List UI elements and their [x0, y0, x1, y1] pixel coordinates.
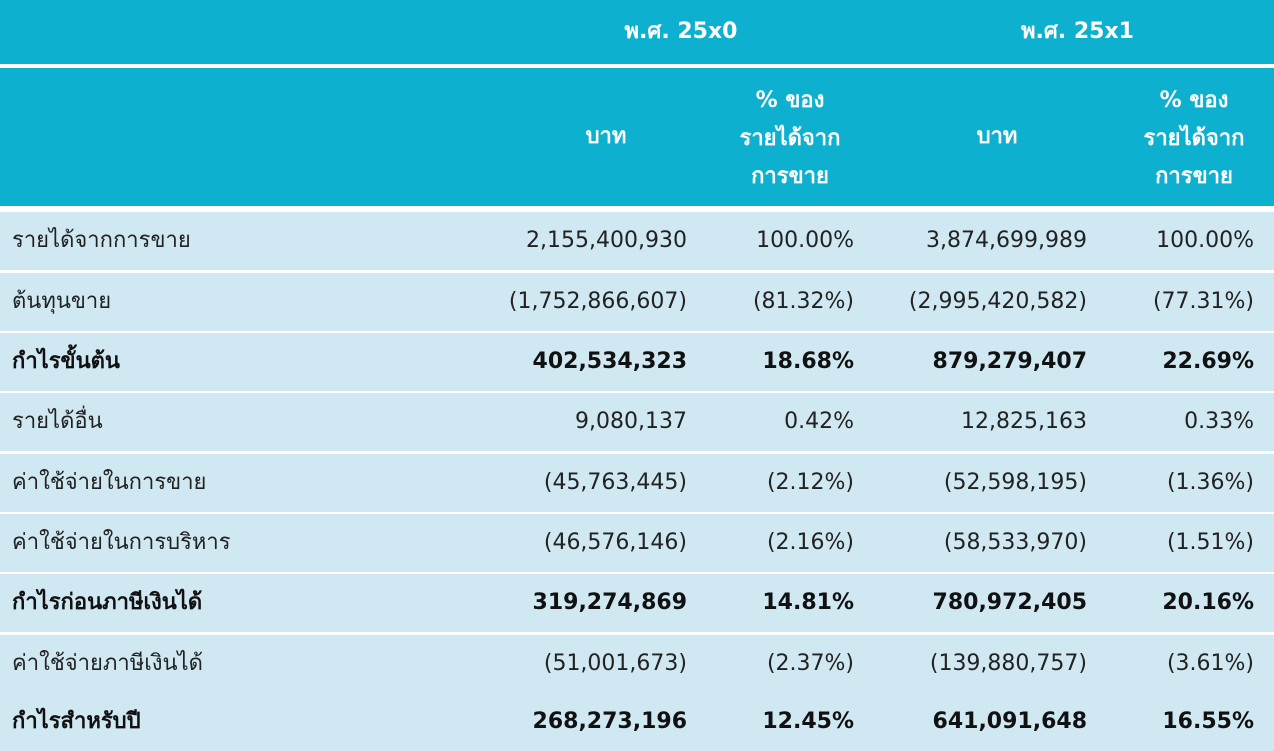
- value-year1: (1,752,866,607): [508, 289, 687, 314]
- percent-year1: (2.12%): [766, 470, 854, 495]
- table-row: รายได้จากการขาย 2,155,400,930 100.00% 3,…: [0, 212, 1274, 270]
- baht-header-1: บาท: [585, 124, 627, 149]
- percent-year2: 0.33%: [1184, 409, 1254, 434]
- percent-year1: (2.37%): [766, 651, 854, 676]
- value-year1: (45,763,445): [543, 470, 687, 495]
- row-label: รายได้จากการขาย: [12, 228, 191, 253]
- percent-header-2: % ของ รายได้จาก การขาย: [1114, 82, 1274, 196]
- value-year1: (51,001,673): [543, 651, 687, 676]
- row-label: กำไรขั้นต้น: [12, 349, 120, 374]
- value-year2: 780,972,405: [932, 590, 1087, 615]
- value-year2: (52,598,195): [943, 470, 1087, 495]
- percent-year2: 20.16%: [1162, 590, 1254, 615]
- value-year1: 402,534,323: [532, 349, 687, 374]
- percent-year1: 0.42%: [784, 409, 854, 434]
- percent-header-line3: การขาย: [751, 164, 829, 189]
- percent-year2: (77.31%): [1152, 289, 1254, 314]
- value-year2: 12,825,163: [961, 409, 1087, 434]
- percent-year1: 14.81%: [762, 590, 854, 615]
- percent-year1: 100.00%: [756, 228, 854, 253]
- row-label: ค่าใช้จ่ายภาษีเงินได้: [12, 651, 203, 676]
- year-header-1: พ.ศ. 25x0: [624, 19, 738, 44]
- table-row: กำไรก่อนภาษีเงินได้ 319,274,869 14.81% 7…: [0, 574, 1274, 632]
- row-label: รายได้อื่น: [12, 409, 103, 434]
- value-year2: (139,880,757): [929, 651, 1087, 676]
- baht-header-2: บาท: [976, 124, 1018, 149]
- value-year1: 9,080,137: [575, 409, 687, 434]
- table-row: ค่าใช้จ่ายในการขาย (45,763,445) (2.12%) …: [0, 454, 1274, 512]
- year-header-2: พ.ศ. 25x1: [1021, 19, 1134, 44]
- percent-year1: (81.32%): [752, 289, 854, 314]
- percent-year2: 100.00%: [1156, 228, 1254, 253]
- value-year2: 3,874,699,989: [926, 228, 1087, 253]
- row-label: ต้นทุนขาย: [12, 289, 112, 314]
- percent-header-line1: % ของ: [1159, 88, 1229, 113]
- percent-year2: 16.55%: [1162, 709, 1254, 734]
- table-row: ค่าใช้จ่ายในการบริหาร (46,576,146) (2.16…: [0, 514, 1274, 572]
- percent-header-line3: การขาย: [1155, 164, 1233, 189]
- header-divider: [481, 64, 1274, 68]
- percent-header-1: % ของ รายได้จาก การขาย: [720, 82, 860, 196]
- value-year2: 641,091,648: [932, 709, 1087, 734]
- header-subcolumn-band: [0, 68, 1274, 206]
- percent-year2: (3.61%): [1166, 651, 1254, 676]
- table-row: ค่าใช้จ่ายภาษีเงินได้ (51,001,673) (2.37…: [0, 635, 1274, 693]
- value-year2: (2,995,420,582): [908, 289, 1087, 314]
- value-year1: (46,576,146): [543, 530, 687, 555]
- table-row: ต้นทุนขาย (1,752,866,607) (81.32%) (2,99…: [0, 273, 1274, 331]
- row-label: ค่าใช้จ่ายในการบริหาร: [12, 530, 231, 555]
- table-row: กำไรสำหรับปี 268,273,196 12.45% 641,091,…: [0, 693, 1274, 751]
- row-label: กำไรสำหรับปี: [12, 709, 141, 734]
- row-label: ค่าใช้จ่ายในการขาย: [12, 470, 207, 495]
- percent-year2: (1.51%): [1166, 530, 1254, 555]
- value-year1: 2,155,400,930: [526, 228, 687, 253]
- table-row: รายได้อื่น 9,080,137 0.42% 12,825,163 0.…: [0, 393, 1274, 451]
- row-label: กำไรก่อนภาษีเงินได้: [12, 590, 203, 615]
- percent-header-line1: % ของ: [755, 88, 825, 113]
- header-year-band: [0, 0, 1274, 64]
- percent-year1: 12.45%: [762, 709, 854, 734]
- percent-year1: (2.16%): [766, 530, 854, 555]
- value-year2: (58,533,970): [943, 530, 1087, 555]
- percent-year2: 22.69%: [1162, 349, 1254, 374]
- table-row: กำไรขั้นต้น 402,534,323 18.68% 879,279,4…: [0, 333, 1274, 391]
- value-year1: 268,273,196: [532, 709, 687, 734]
- value-year2: 879,279,407: [932, 349, 1087, 374]
- value-year1: 319,274,869: [532, 590, 687, 615]
- percent-header-line2: รายได้จาก: [739, 126, 841, 151]
- percent-year1: 18.68%: [762, 349, 854, 374]
- percent-year2: (1.36%): [1166, 470, 1254, 495]
- percent-header-line2: รายได้จาก: [1143, 126, 1245, 151]
